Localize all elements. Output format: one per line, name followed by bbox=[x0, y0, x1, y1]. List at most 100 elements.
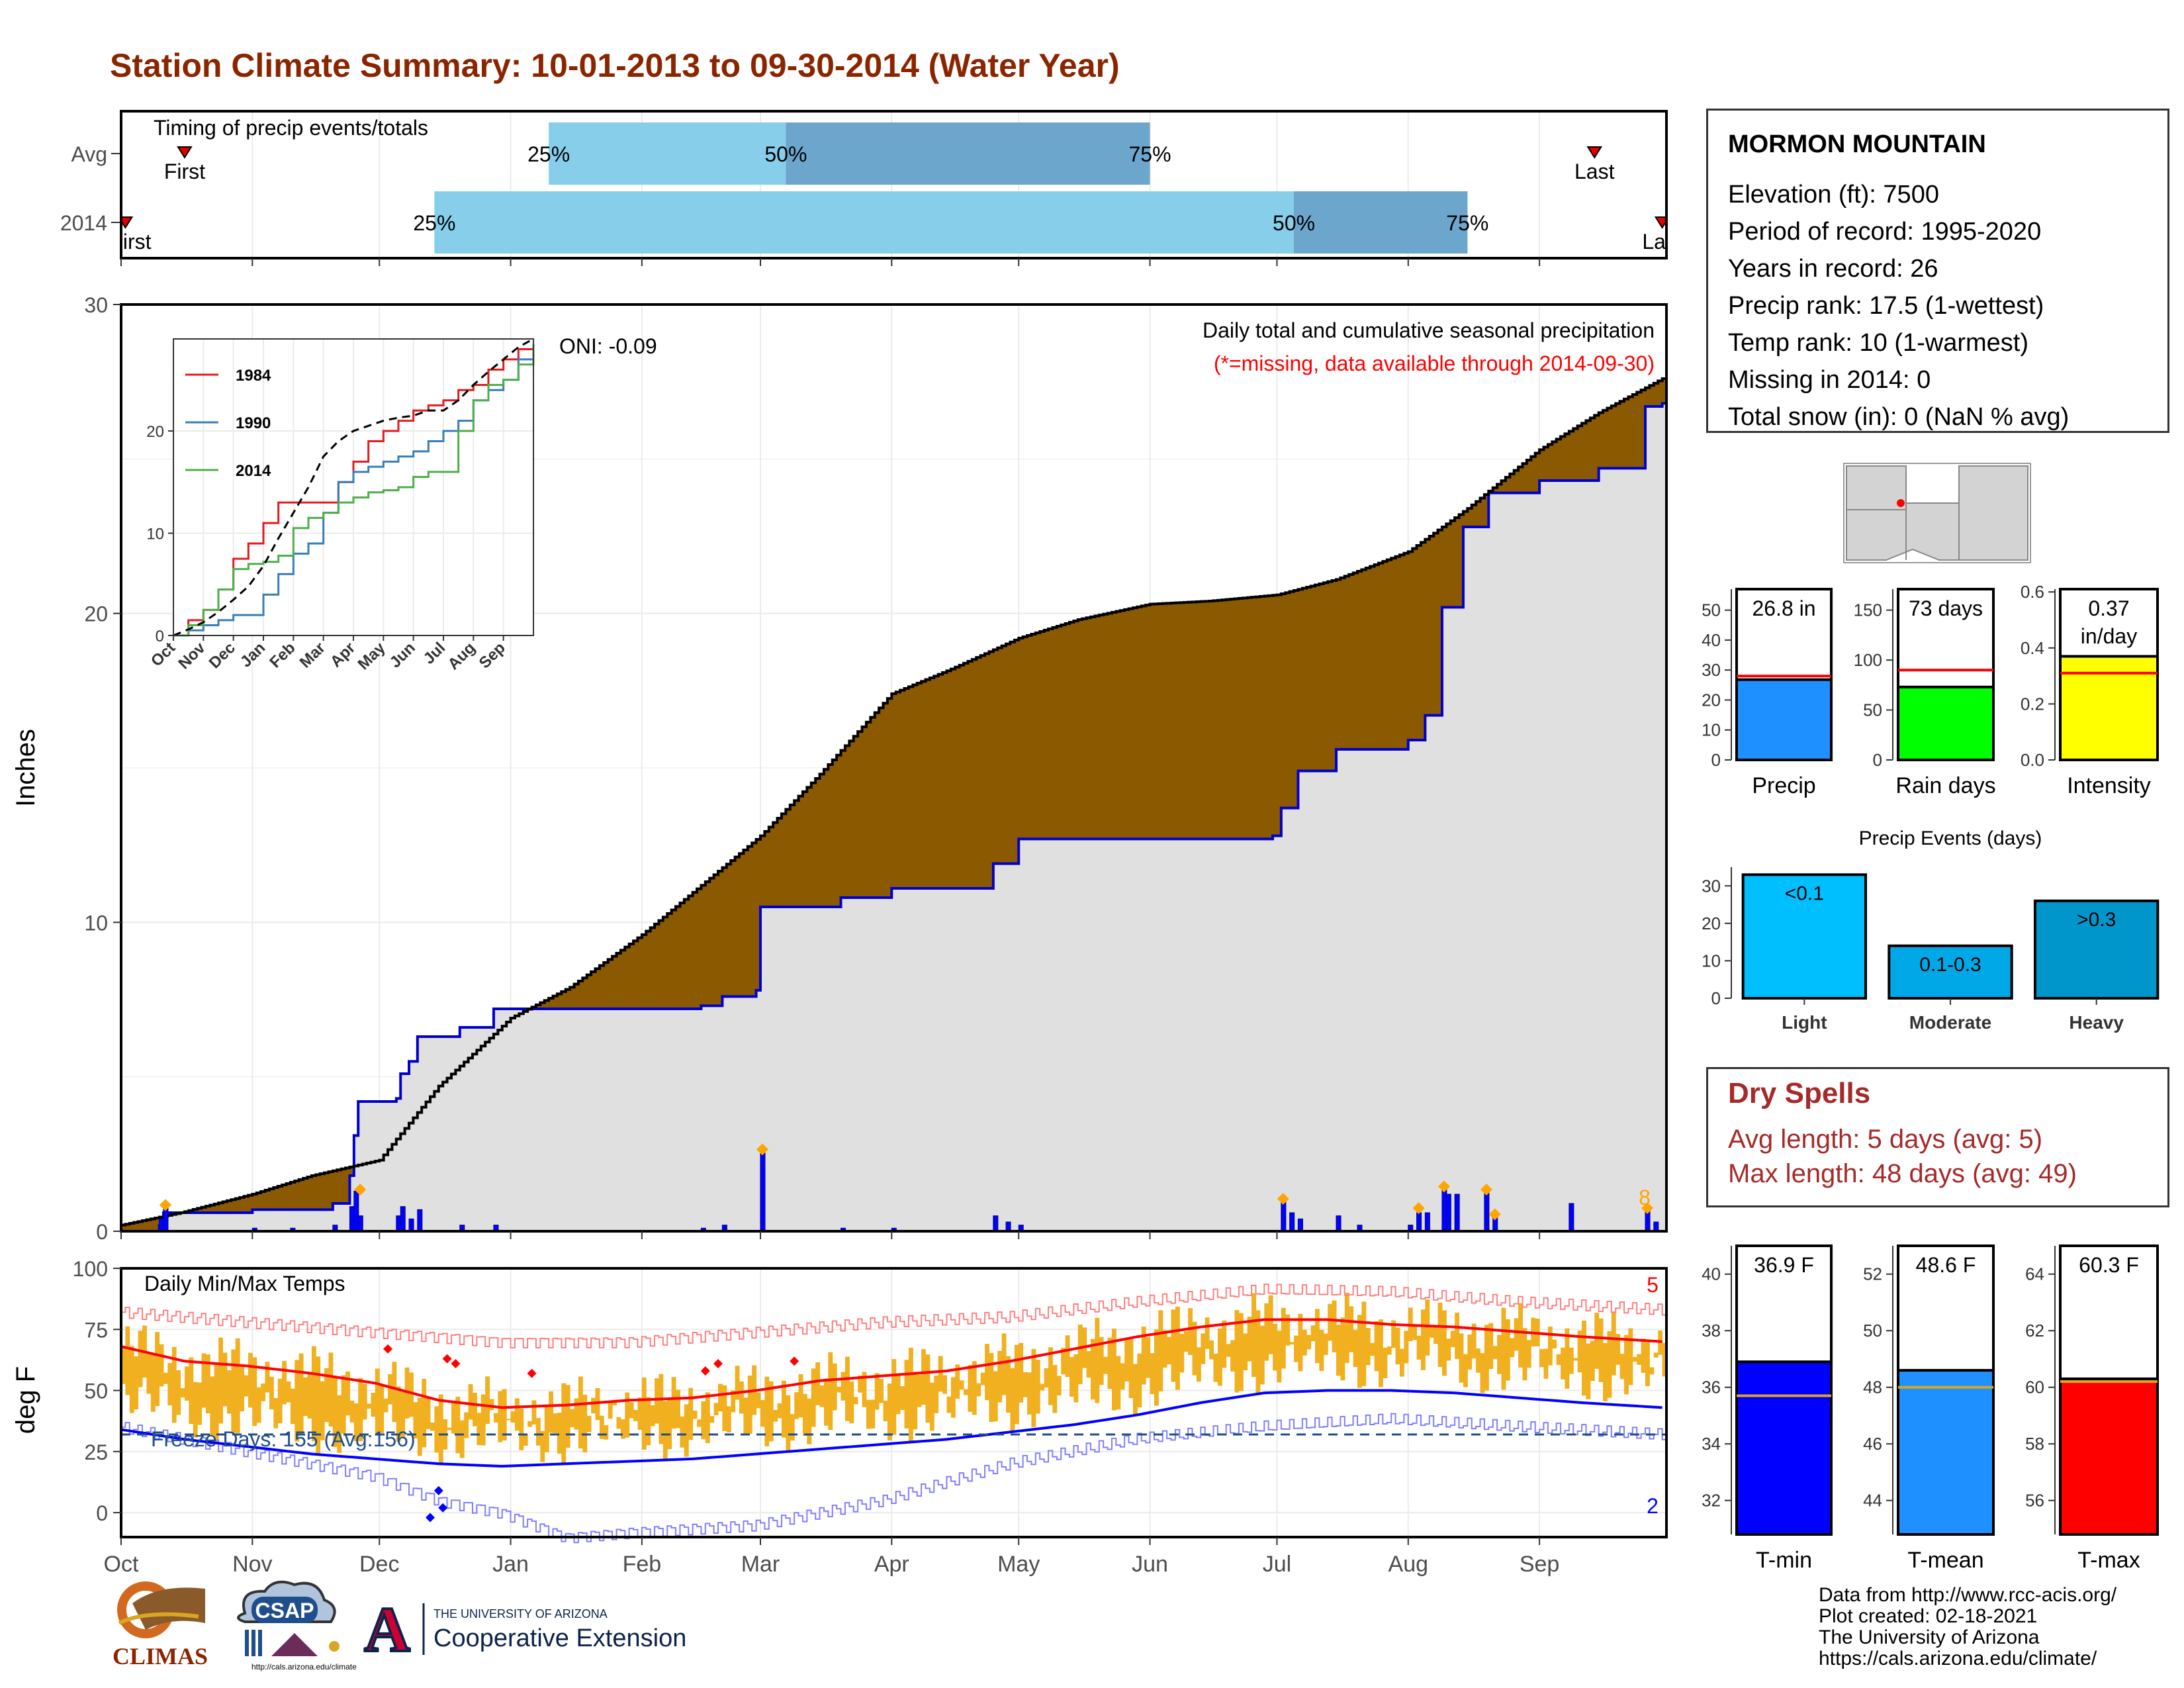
temps-daily-bar bbox=[1209, 1340, 1214, 1360]
ptot-name: Intensity bbox=[2067, 773, 2151, 798]
temps-daily-bar bbox=[972, 1361, 977, 1415]
precip-extreme-marker bbox=[1277, 1193, 1289, 1205]
temps-daily-bar bbox=[176, 1370, 181, 1415]
precip-deficit-band bbox=[811, 782, 816, 907]
temps-daily-bar bbox=[781, 1380, 786, 1438]
temps-daily-bar bbox=[735, 1366, 740, 1400]
temps-daily-bar bbox=[582, 1394, 588, 1453]
temps-daily-bar bbox=[244, 1375, 249, 1397]
temps-daily-bar bbox=[1662, 1342, 1667, 1377]
precip-deficit-band bbox=[1412, 548, 1418, 740]
temps-daily-bar bbox=[201, 1353, 206, 1408]
precip-deficit-band bbox=[705, 882, 710, 1006]
station-period: Period of record: 1995-2020 bbox=[1728, 218, 2042, 246]
precip-daily-bar bbox=[1424, 1212, 1430, 1232]
temps-daily-bar bbox=[802, 1393, 807, 1436]
events-ytick-label: 20 bbox=[1702, 914, 1721, 933]
temps-daily-bar bbox=[684, 1404, 689, 1457]
temps-daily-bar bbox=[807, 1398, 812, 1444]
temps-daily-bar bbox=[883, 1400, 888, 1421]
timing-label-q75: 75% bbox=[1129, 142, 1171, 166]
ttot-ytick-label: 46 bbox=[1863, 1434, 1882, 1454]
precip-deficit-band bbox=[870, 717, 876, 898]
precip-deficit-band bbox=[248, 1195, 253, 1213]
precip-deficit-band bbox=[1662, 379, 1667, 404]
temps-daily-bar bbox=[1637, 1354, 1642, 1365]
ptot-ytick-label: 0.0 bbox=[2021, 750, 2044, 770]
timing-bar-q25-q50 bbox=[434, 191, 1295, 254]
inset-ytick-label: 0 bbox=[156, 628, 164, 645]
precip-deficit-band bbox=[1073, 621, 1079, 839]
temps-daily-bar bbox=[150, 1354, 156, 1412]
precip-deficit-band bbox=[1433, 533, 1439, 716]
precip-deficit-band bbox=[1201, 601, 1206, 839]
ttot-ytick-label: 44 bbox=[1863, 1491, 1882, 1511]
precip-deficit-band bbox=[718, 871, 723, 1006]
precip-deficit-band bbox=[684, 899, 689, 1009]
precip-deficit-band bbox=[1230, 599, 1236, 839]
temps-daily-bar bbox=[557, 1413, 562, 1454]
precip-deficit-band bbox=[337, 1170, 342, 1203]
precip-deficit-band bbox=[1459, 514, 1464, 608]
precip-deficit-band bbox=[637, 937, 643, 1009]
temps-daily-bar bbox=[887, 1383, 892, 1440]
station-temp-rank: Temp rank: 10 (1-warmest) bbox=[1728, 329, 2029, 357]
precip-deficit-band bbox=[1061, 625, 1066, 839]
temps-daily-bar bbox=[1459, 1333, 1464, 1383]
temps-daily-bar bbox=[1035, 1360, 1040, 1414]
temps-daily-bar bbox=[155, 1332, 160, 1407]
precip-deficit-band bbox=[231, 1199, 236, 1213]
temps-daily-bar bbox=[667, 1400, 672, 1450]
temps-daily-bar bbox=[379, 1383, 385, 1433]
precip-events-chart: Precip Events (days) 0 10 20 30 <0.1 Light 0.1-… bbox=[1702, 827, 2160, 1033]
precip-deficit-band bbox=[129, 1223, 134, 1231]
temps-daily-bar bbox=[298, 1353, 304, 1434]
temps-daily-bar bbox=[993, 1371, 998, 1422]
precip-totals-chart: 0 10 20 30 40 50 26.8 in Precip 0 50 100 150 73 days… bbox=[1702, 582, 2159, 798]
precip-deficit-band bbox=[828, 765, 833, 907]
temps-daily-bar bbox=[1103, 1356, 1109, 1374]
precip-deficit-band bbox=[1226, 599, 1231, 839]
inset-series-line bbox=[173, 344, 535, 637]
temps-daily-bar bbox=[392, 1362, 397, 1423]
temps-daily-bar bbox=[1234, 1310, 1240, 1393]
temps-xtick-label: Apr bbox=[874, 1552, 909, 1577]
temps-daily-bar bbox=[367, 1403, 371, 1409]
temps-daily-bar bbox=[1014, 1344, 1019, 1425]
precip-deficit-band bbox=[1217, 600, 1222, 839]
temps-daily-bar bbox=[1201, 1333, 1206, 1364]
temps-daily-bar bbox=[1255, 1310, 1261, 1393]
precip-deficit-band bbox=[240, 1197, 245, 1213]
temps-record-max-marker bbox=[700, 1366, 710, 1376]
temps-daily-bar bbox=[1539, 1348, 1544, 1368]
timing-last-marker bbox=[1586, 146, 1603, 159]
precip-deficit-band bbox=[612, 956, 617, 1009]
temps-daily-bar bbox=[722, 1385, 727, 1431]
precip-deficit-band bbox=[1023, 637, 1028, 839]
temps-daily-bar bbox=[1162, 1330, 1167, 1368]
precip-deficit-band bbox=[1158, 604, 1163, 839]
precip-extreme-marker bbox=[1641, 1202, 1654, 1214]
csap-url: http://cals.arizona.edu/climate bbox=[251, 1662, 357, 1671]
temps-daily-bar bbox=[561, 1383, 567, 1464]
ttot-value-label: 36.9 F bbox=[1754, 1253, 1814, 1277]
precip-deficit-band bbox=[735, 857, 740, 997]
precip-ytick-label: 10 bbox=[84, 911, 108, 935]
precip-deficit-band bbox=[1306, 587, 1312, 771]
precip-deficit-band bbox=[210, 1205, 215, 1213]
events-bar-label: <0.1 bbox=[1785, 882, 1824, 904]
precip-deficit-band bbox=[1268, 595, 1273, 839]
temps-daily-bar bbox=[1526, 1340, 1531, 1368]
events-ytick-label: 0 bbox=[1711, 988, 1721, 1008]
precip-deficit-band bbox=[1285, 592, 1291, 808]
temps-daily-bar bbox=[646, 1397, 651, 1446]
temps-daily-bar bbox=[1441, 1310, 1447, 1376]
ptot-ytick-label: 0 bbox=[1873, 750, 1882, 770]
ttot-ytick-label: 32 bbox=[1702, 1491, 1721, 1511]
precip-deficit-band bbox=[938, 674, 943, 888]
precip-deficit-band bbox=[955, 667, 960, 888]
precip-deficit-band bbox=[1573, 428, 1578, 481]
precip-deficit-band bbox=[1497, 484, 1502, 493]
temps-xtick-label: Nov bbox=[232, 1552, 272, 1577]
